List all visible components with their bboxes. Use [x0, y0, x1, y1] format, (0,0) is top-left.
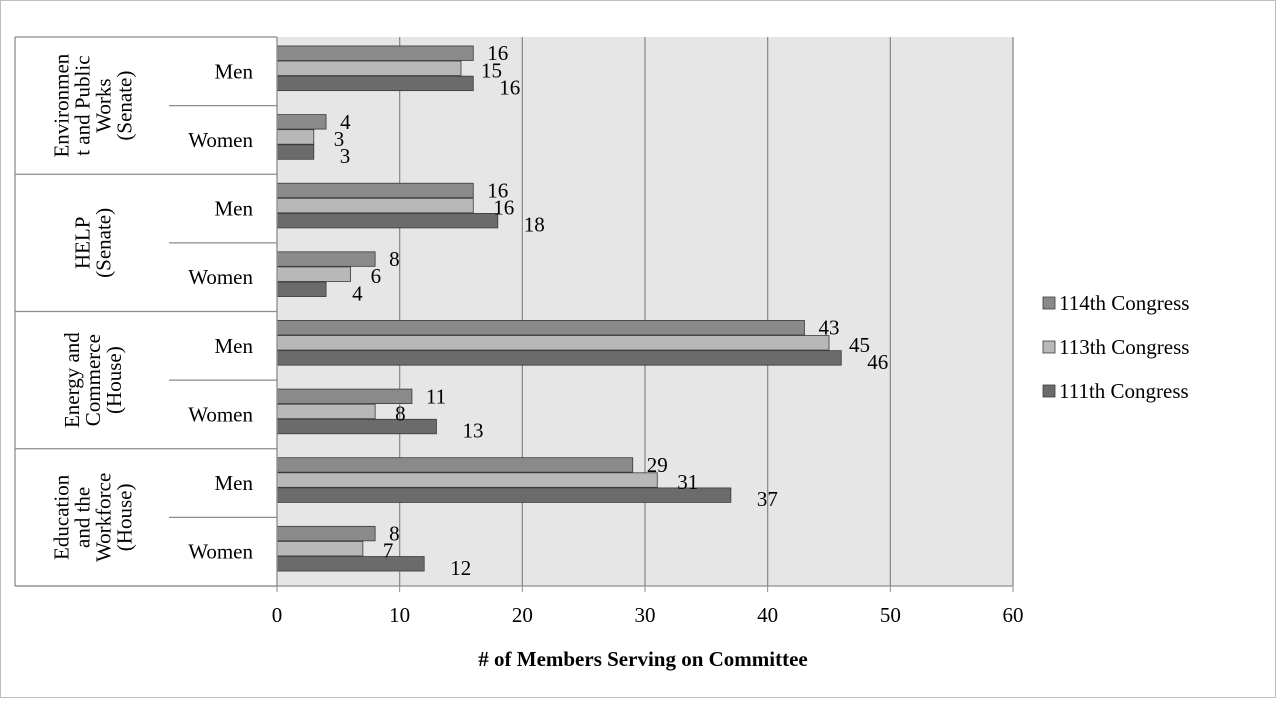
legend-swatch — [1042, 340, 1056, 354]
data-label: 8 — [389, 522, 400, 546]
data-label: 16 — [487, 178, 508, 202]
bar — [276, 487, 732, 503]
data-label: 8 — [395, 401, 406, 425]
data-label: 7 — [383, 539, 394, 563]
legend-label: 114th Congress — [1059, 291, 1189, 315]
x-tick-label: 30 — [635, 603, 656, 627]
legend-label: 113th Congress — [1059, 335, 1189, 359]
bar — [276, 60, 462, 76]
bar — [276, 541, 364, 557]
bar — [276, 457, 634, 473]
bar — [276, 350, 842, 366]
bar — [276, 197, 474, 214]
legend: 114th Congress 113th Congress 111th Congre… — [1042, 291, 1189, 403]
bar — [276, 114, 327, 130]
category-label: Men — [215, 334, 254, 358]
data-label: 37 — [757, 487, 778, 511]
x-tick-label: 10 — [389, 603, 410, 627]
legend-swatch — [1042, 384, 1056, 398]
data-label: 18 — [524, 213, 545, 237]
x-tick-label: 0 — [272, 603, 283, 627]
category-axis: Men Women Men Women Men Women Men Women Environm… — [14, 36, 1013, 587]
data-label: 46 — [867, 350, 888, 374]
bar — [276, 144, 315, 160]
x-tick-label: 40 — [757, 603, 778, 627]
data-label: 4 — [352, 281, 363, 305]
group-label: Energy andCommerce(House) — [60, 332, 126, 428]
bar — [276, 45, 474, 61]
category-label: Women — [188, 540, 253, 564]
data-label: 8 — [389, 247, 400, 271]
group-label: Environment and PublicWorks(Senate) — [50, 53, 137, 157]
group-label: HELP(Senate) — [71, 208, 116, 278]
bar — [276, 266, 351, 282]
legend-label: 111th Congress — [1059, 379, 1189, 403]
data-label: 6 — [371, 264, 382, 288]
bar — [276, 472, 658, 488]
bar — [276, 388, 413, 404]
bar — [276, 320, 805, 336]
bar — [276, 129, 315, 145]
data-label: 29 — [647, 453, 668, 477]
bar — [276, 182, 474, 199]
gridlines — [399, 37, 1014, 586]
category-label: Women — [188, 265, 253, 289]
bar — [276, 556, 425, 572]
bar — [276, 281, 327, 297]
data-label: 11 — [426, 384, 446, 408]
x-tick-label: 60 — [1003, 603, 1024, 627]
data-label: 4 — [340, 110, 351, 134]
group-label: Educationand theWorkforce(House) — [50, 473, 137, 562]
data-label: 16 — [493, 196, 514, 220]
bar — [276, 403, 376, 420]
bar — [276, 213, 499, 229]
data-label: 3 — [340, 144, 351, 168]
data-label: 12 — [450, 556, 471, 580]
data-label: 31 — [677, 470, 698, 494]
data-label: 15 — [481, 58, 502, 82]
data-label: 16 — [499, 75, 520, 99]
data-label: 3 — [334, 127, 345, 151]
category-label: Men — [215, 59, 254, 83]
data-label: 13 — [462, 419, 483, 443]
bar — [276, 525, 376, 542]
bar — [276, 418, 437, 435]
bar — [276, 75, 474, 92]
category-label: Women — [188, 128, 253, 152]
bars — [276, 45, 842, 572]
data-label: 16 — [487, 41, 508, 65]
data-label: 43 — [818, 316, 839, 340]
x-tick-label: 50 — [880, 603, 901, 627]
category-label: Men — [215, 471, 254, 495]
category-label: Women — [188, 402, 253, 426]
x-axis-title: # of Members Serving on Committee — [478, 647, 808, 671]
bar — [276, 335, 830, 351]
category-label: Men — [215, 197, 254, 221]
x-tick-label: 20 — [512, 603, 533, 627]
bar — [276, 251, 376, 267]
data-label: 45 — [849, 333, 870, 357]
legend-swatch — [1042, 296, 1056, 310]
x-axis: 0 10 20 30 40 50 60 — [272, 586, 1024, 627]
